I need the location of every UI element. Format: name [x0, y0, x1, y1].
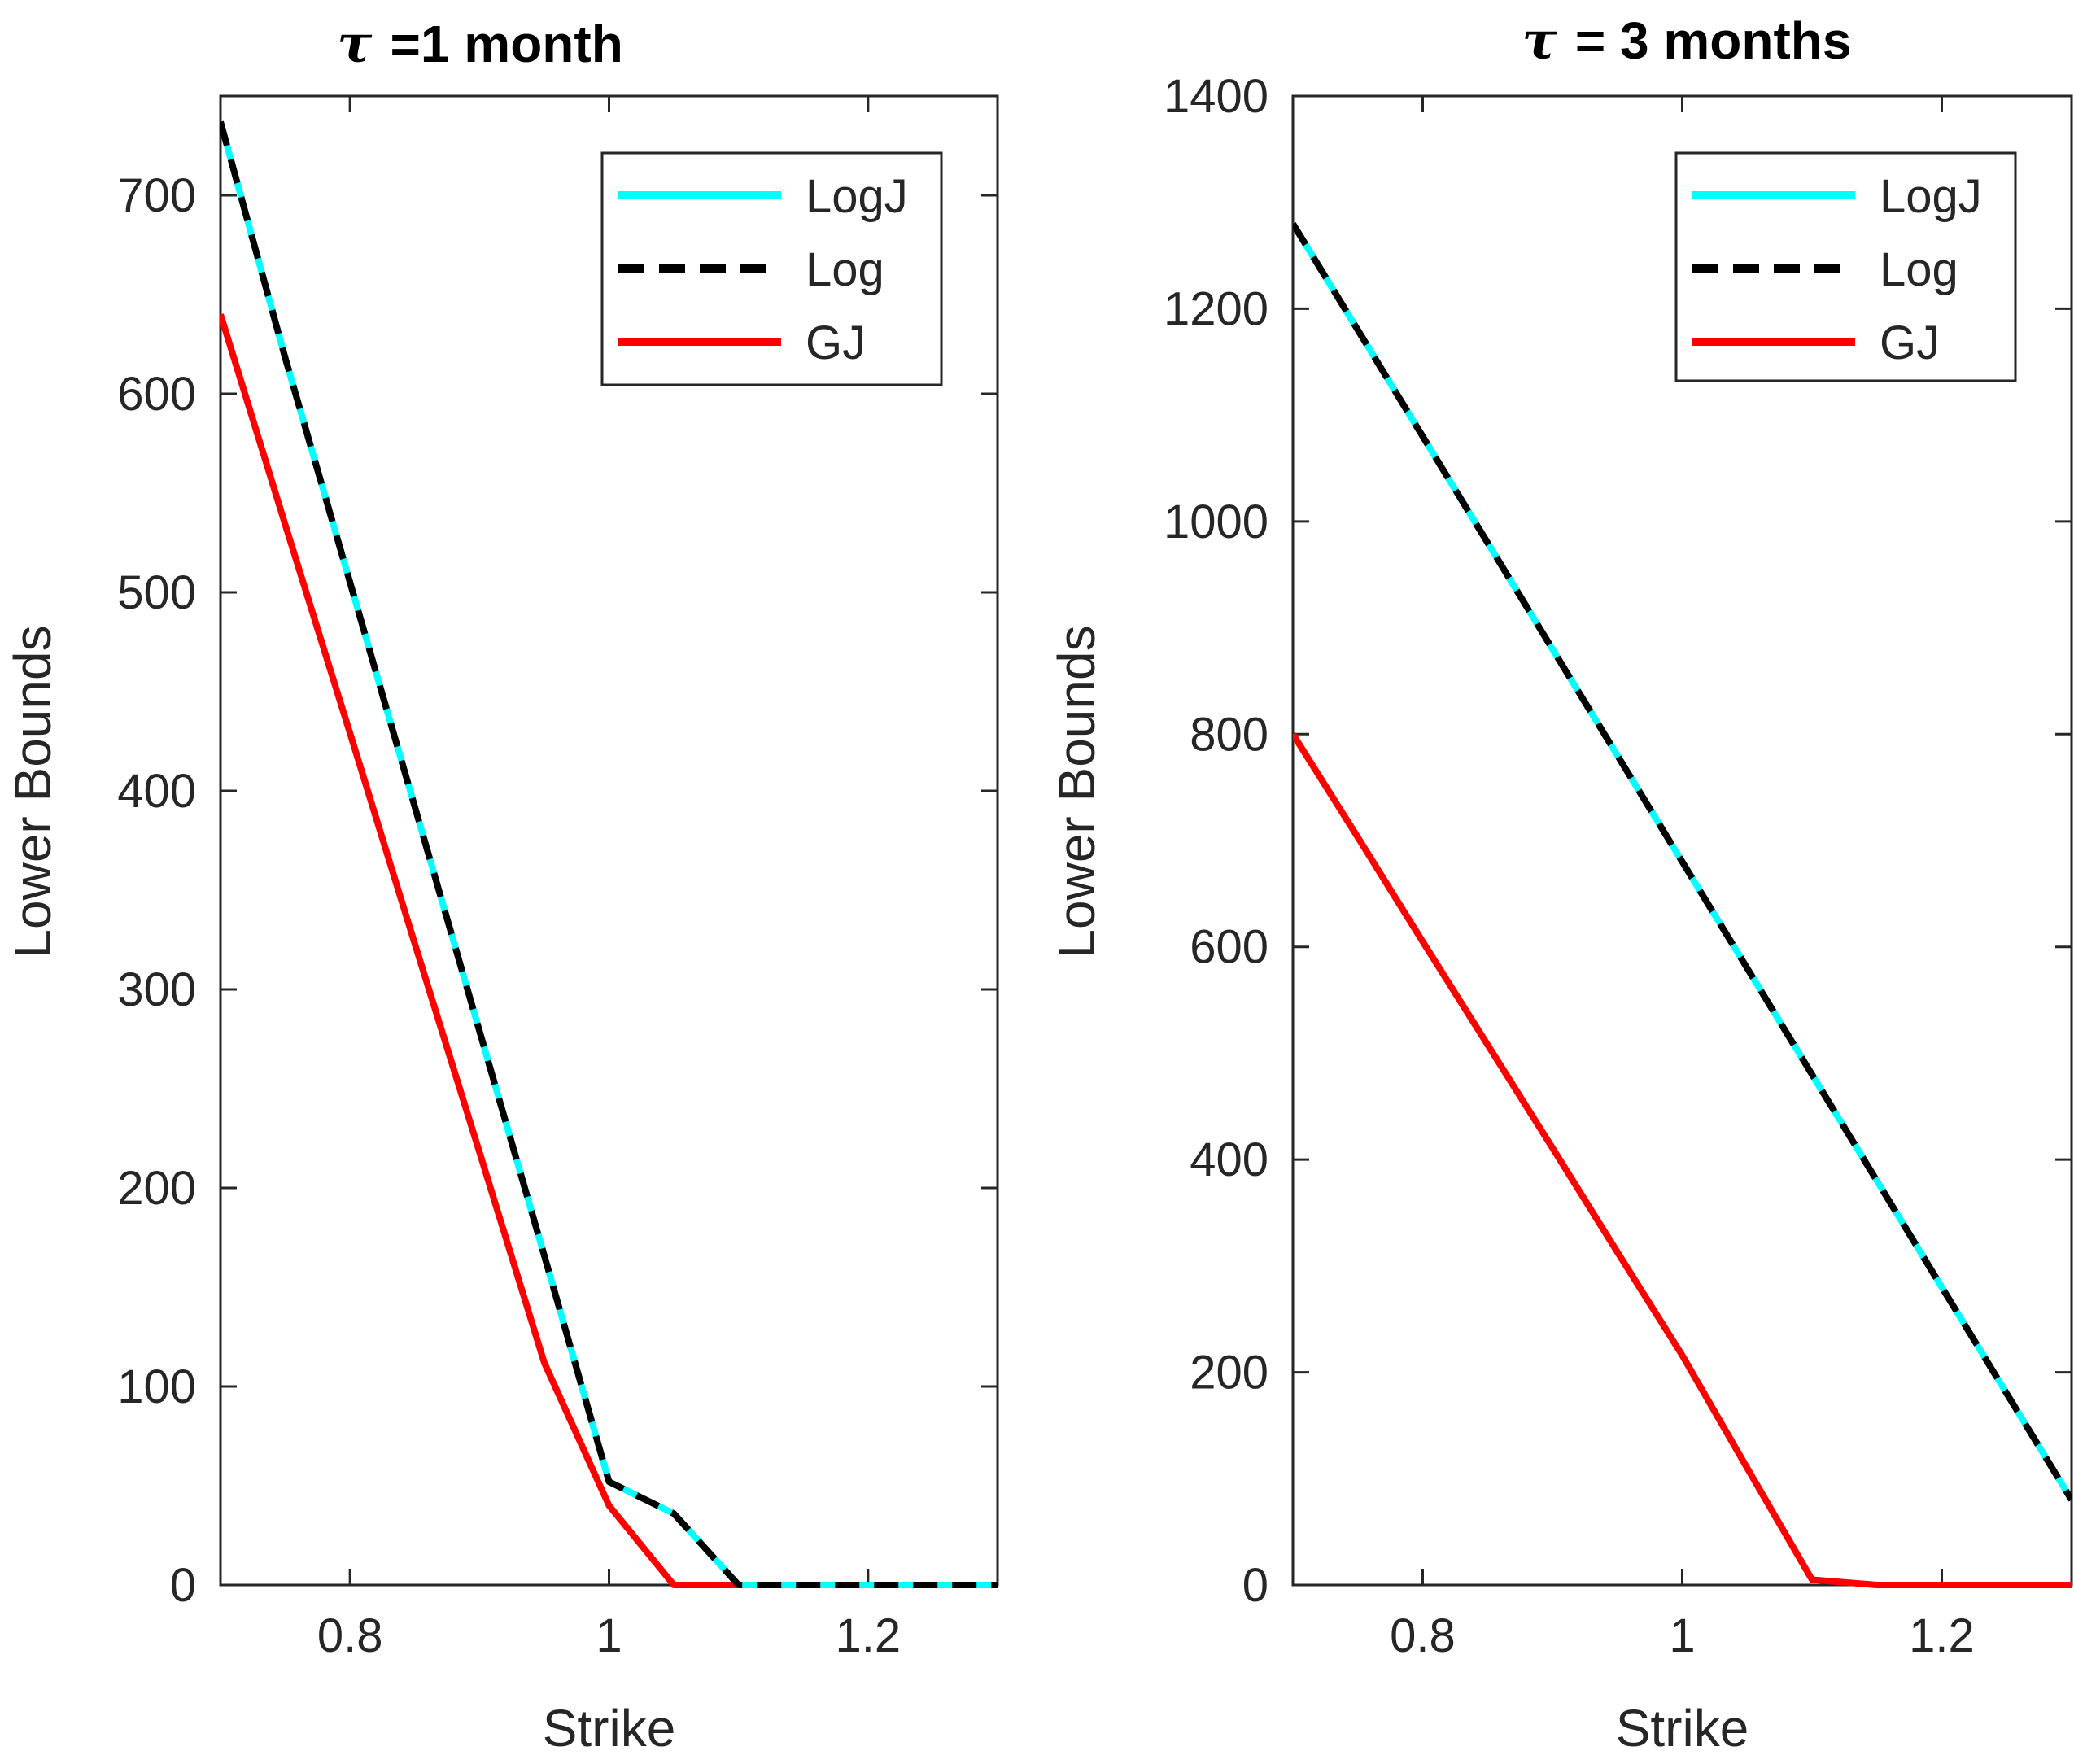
chart-title: τ =1 month	[337, 14, 623, 75]
title-text: = 3 months	[1575, 11, 1852, 70]
legend-label-logj: LogJ	[806, 170, 908, 223]
y-tick-label: 1400	[1164, 70, 1268, 123]
x-tick-label: 1	[1669, 1609, 1695, 1662]
x-tick-label: 0.8	[317, 1609, 383, 1662]
title-tau-symbol: τ	[1522, 11, 1575, 72]
x-tick-label: 1.2	[1909, 1609, 1975, 1662]
y-tick-label: 0	[1242, 1559, 1268, 1612]
y-axis-label: Lower Bounds	[1047, 625, 1106, 958]
legend-label-log: Log	[1880, 243, 1958, 296]
x-tick-label: 1	[596, 1609, 622, 1662]
y-tick-label: 600	[117, 368, 196, 421]
y-tick-label: 700	[117, 169, 196, 222]
chart-title: τ = 3 months	[1522, 11, 1852, 72]
y-tick-label: 200	[117, 1162, 196, 1215]
y-tick-label: 800	[1190, 708, 1268, 761]
title-text: =1 month	[391, 15, 623, 73]
y-tick-label: 400	[1190, 1133, 1268, 1186]
y-tick-label: 200	[1190, 1347, 1268, 1399]
y-axis-label: Lower Bounds	[3, 625, 62, 958]
series-line-log	[1293, 221, 2072, 1502]
y-tick-label: 400	[117, 765, 196, 818]
legend-label-logj: LogJ	[1880, 170, 1982, 223]
chart-panel-3-months: 0.8 1 1.2 0 200 400 600 800 1000 1200 1400 LogJ Log G…	[1047, 11, 2073, 1757]
series-line-gj	[1293, 732, 2072, 1588]
legend-label-gj: GJ	[806, 317, 866, 369]
y-tick-label: 0	[170, 1559, 196, 1612]
legend-label-log: Log	[806, 243, 884, 296]
chart-panel-1-month: 0.8 1 1.2 0 100 200 300 400 500 600 700 LogJ Log GJ τ …	[3, 14, 999, 1757]
y-tick-label: 1000	[1164, 496, 1268, 548]
x-tick-label: 0.8	[1390, 1609, 1456, 1662]
y-tick-label: 1200	[1164, 282, 1268, 335]
x-tick-label: 1.2	[836, 1609, 902, 1662]
y-tick-label: 600	[1190, 921, 1268, 974]
legend-label-gj: GJ	[1880, 317, 1940, 369]
x-axis-label: Strike	[1616, 1699, 1749, 1757]
y-tick-label: 500	[117, 566, 196, 619]
y-tick-label: 100	[117, 1360, 196, 1413]
series-line-log	[220, 120, 998, 1588]
y-tick-label: 300	[117, 963, 196, 1016]
title-tau-symbol: τ	[337, 14, 390, 75]
x-axis-label: Strike	[543, 1699, 676, 1757]
